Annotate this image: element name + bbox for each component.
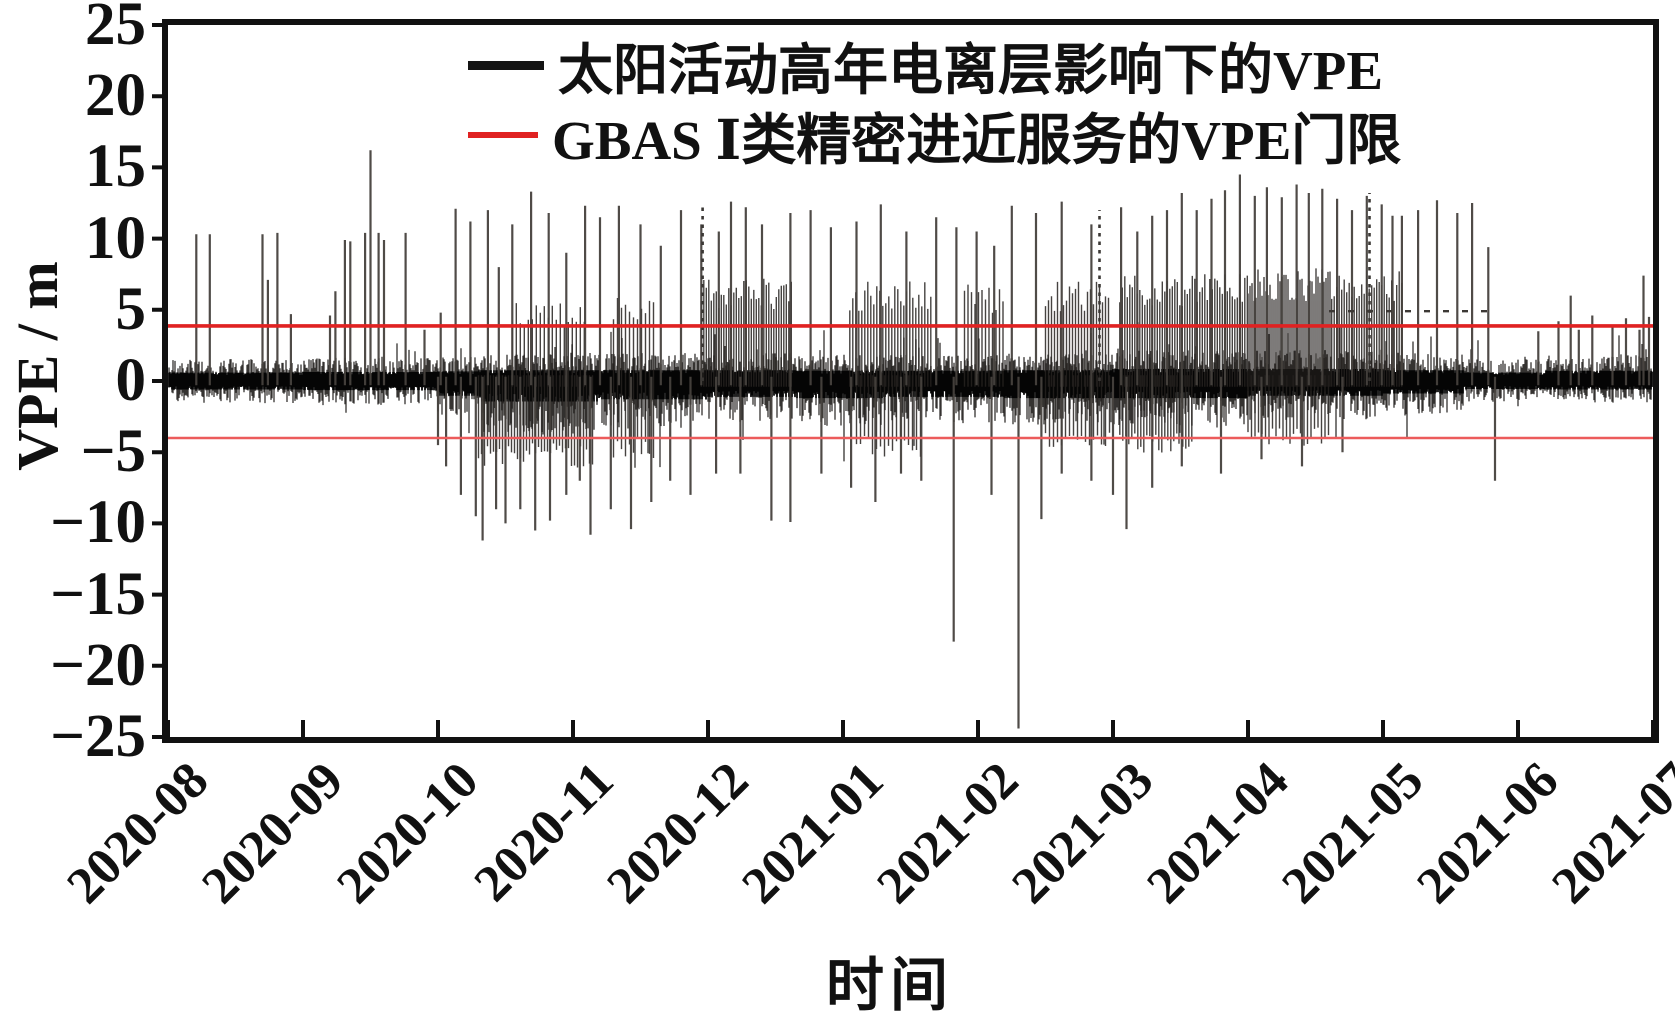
y-tick-label: 0 <box>115 347 147 414</box>
legend-label-threshold: GBAS Ⅰ类精密进近服务的VPE门限 <box>552 110 1402 171</box>
y-tick-label: −25 <box>50 703 146 770</box>
y-tick-label: 25 <box>85 0 146 58</box>
x-axis-title: 时间 <box>825 953 954 1018</box>
y-tick-label: −15 <box>50 560 146 628</box>
y-tick-label: −5 <box>80 418 146 486</box>
legend-label-vpe: 太阳活动高年电离层影响下的VPE <box>558 40 1384 101</box>
y-tick-label: 10 <box>85 204 146 272</box>
y-tick-label: 5 <box>115 275 147 343</box>
black-line-swatch-icon <box>468 60 544 70</box>
y-tick-label: −20 <box>50 631 146 699</box>
legend-row-vpe: 太阳活动高年电离层影响下的VPE <box>468 30 1401 101</box>
legend-row-threshold: GBAS Ⅰ类精密进近服务的VPE门限 <box>468 100 1401 171</box>
legend: 太阳活动高年电离层影响下的VPE GBAS Ⅰ类精密进近服务的VPE门限 <box>468 30 1401 171</box>
y-tick-label: −10 <box>50 489 146 557</box>
y-tick-label: 20 <box>85 62 146 130</box>
red-line-swatch-icon <box>468 132 538 138</box>
y-tick-label: 15 <box>85 133 146 201</box>
